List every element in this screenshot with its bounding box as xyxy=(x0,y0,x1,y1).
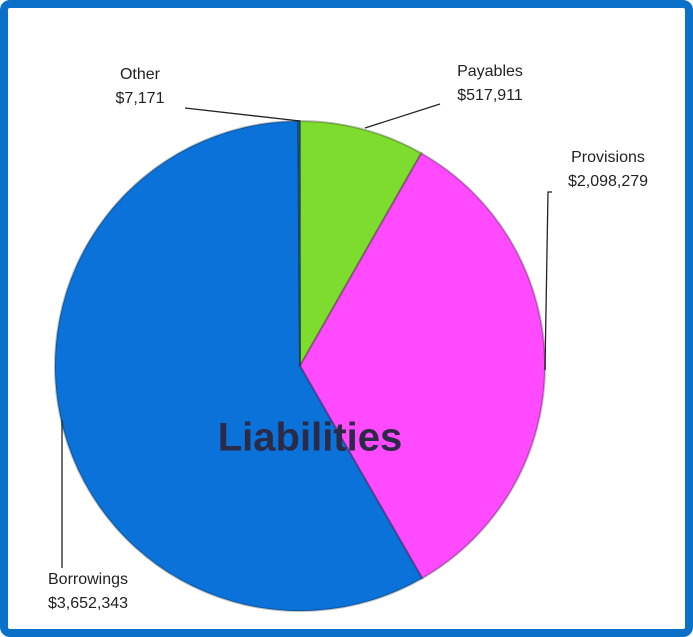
leader-line xyxy=(184,107,301,122)
value-label: $2,098,279 xyxy=(568,173,648,190)
chart-title: Liabilities xyxy=(218,416,403,460)
leader-line xyxy=(364,103,441,129)
slice-label: Other xyxy=(120,66,161,83)
value-label: $517,911 xyxy=(457,87,523,104)
pie-slice xyxy=(54,119,424,612)
pie-slice xyxy=(299,119,423,370)
value-label: $7,171 xyxy=(116,90,165,107)
slice-label: Provisions xyxy=(571,149,645,166)
slice-label: Borrowings xyxy=(48,571,128,588)
value-label: $3,652,343 xyxy=(48,595,128,612)
slice-label: Payables xyxy=(457,63,523,80)
pie xyxy=(54,119,546,612)
leader-line xyxy=(544,191,552,371)
